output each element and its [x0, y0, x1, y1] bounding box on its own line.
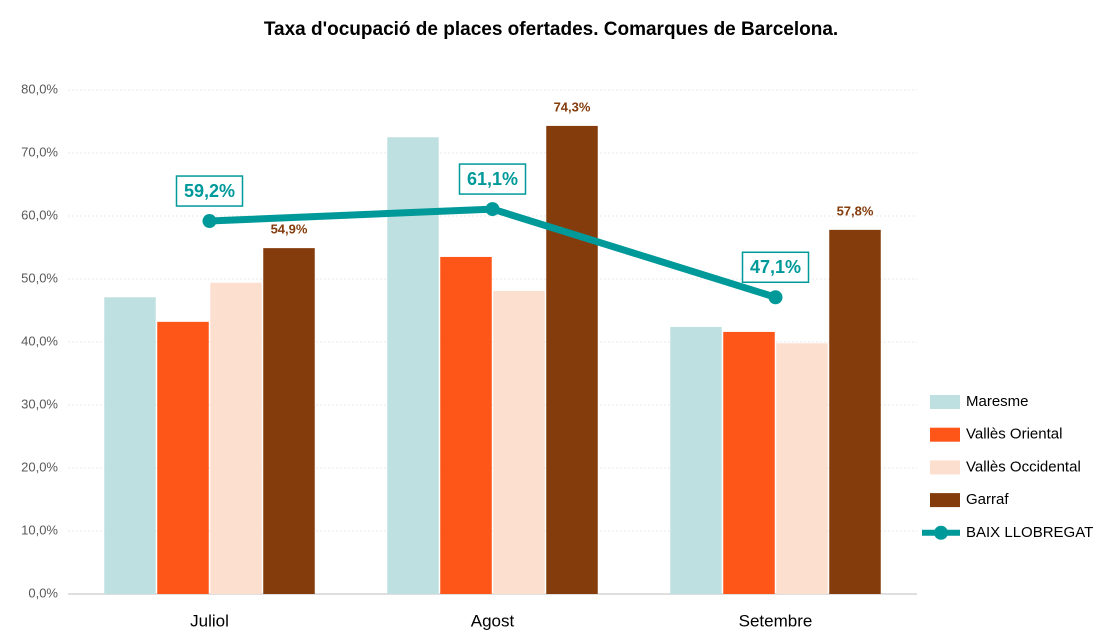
data-label: 57,8% [837, 203, 874, 218]
bar [263, 248, 315, 594]
legend-label: BAIX LLOBREGAT [966, 524, 1093, 541]
y-tick-label: 80,0% [21, 81, 58, 96]
legend-label: Vallès Occidental [966, 458, 1081, 475]
data-label-box [741, 251, 810, 284]
data-label: 59,2% [184, 181, 235, 201]
x-tick-label: Juliol [190, 611, 229, 630]
line-point [768, 290, 783, 305]
data-label-box [458, 163, 527, 195]
chart-title: Taxa d'ocupació de places ofertades. Com… [264, 19, 838, 40]
bar [670, 326, 722, 594]
legend-label: Garraf [966, 491, 1009, 508]
y-tick-label: 30,0% [21, 396, 58, 411]
legend-marker [934, 525, 948, 540]
bar [440, 256, 492, 594]
x-tick-label: Agost [471, 611, 515, 630]
legend-label: Maresme [966, 393, 1029, 410]
data-label: 61,1% [467, 169, 518, 189]
bar [723, 331, 775, 594]
legend-label: Vallès Oriental [966, 426, 1062, 443]
x-tick-label: Setembre [739, 611, 813, 630]
data-label: 47,1% [750, 257, 801, 277]
y-tick-label: 60,0% [21, 207, 58, 222]
legend-swatch [930, 460, 960, 475]
bar [493, 290, 545, 594]
bar [104, 297, 156, 594]
y-tick-label: 40,0% [21, 333, 58, 348]
y-tick-label: 0,0% [28, 585, 58, 600]
bar [210, 282, 262, 594]
y-tick-label: 70,0% [21, 144, 58, 159]
legend-swatch [930, 493, 960, 508]
line-point [202, 214, 217, 229]
y-tick-label: 50,0% [21, 270, 58, 285]
y-tick-label: 10,0% [21, 522, 58, 537]
y-tick-label: 20,0% [21, 459, 58, 474]
line-point [485, 202, 500, 217]
data-label-box [175, 175, 244, 207]
bar [157, 321, 209, 594]
bar [546, 125, 598, 594]
data-label: 74,3% [554, 99, 591, 114]
data-label: 54,9% [271, 222, 308, 237]
bar [776, 343, 828, 594]
legend-swatch [930, 395, 960, 409]
legend-swatch [930, 427, 960, 442]
bar [387, 137, 439, 594]
bar [829, 229, 881, 595]
